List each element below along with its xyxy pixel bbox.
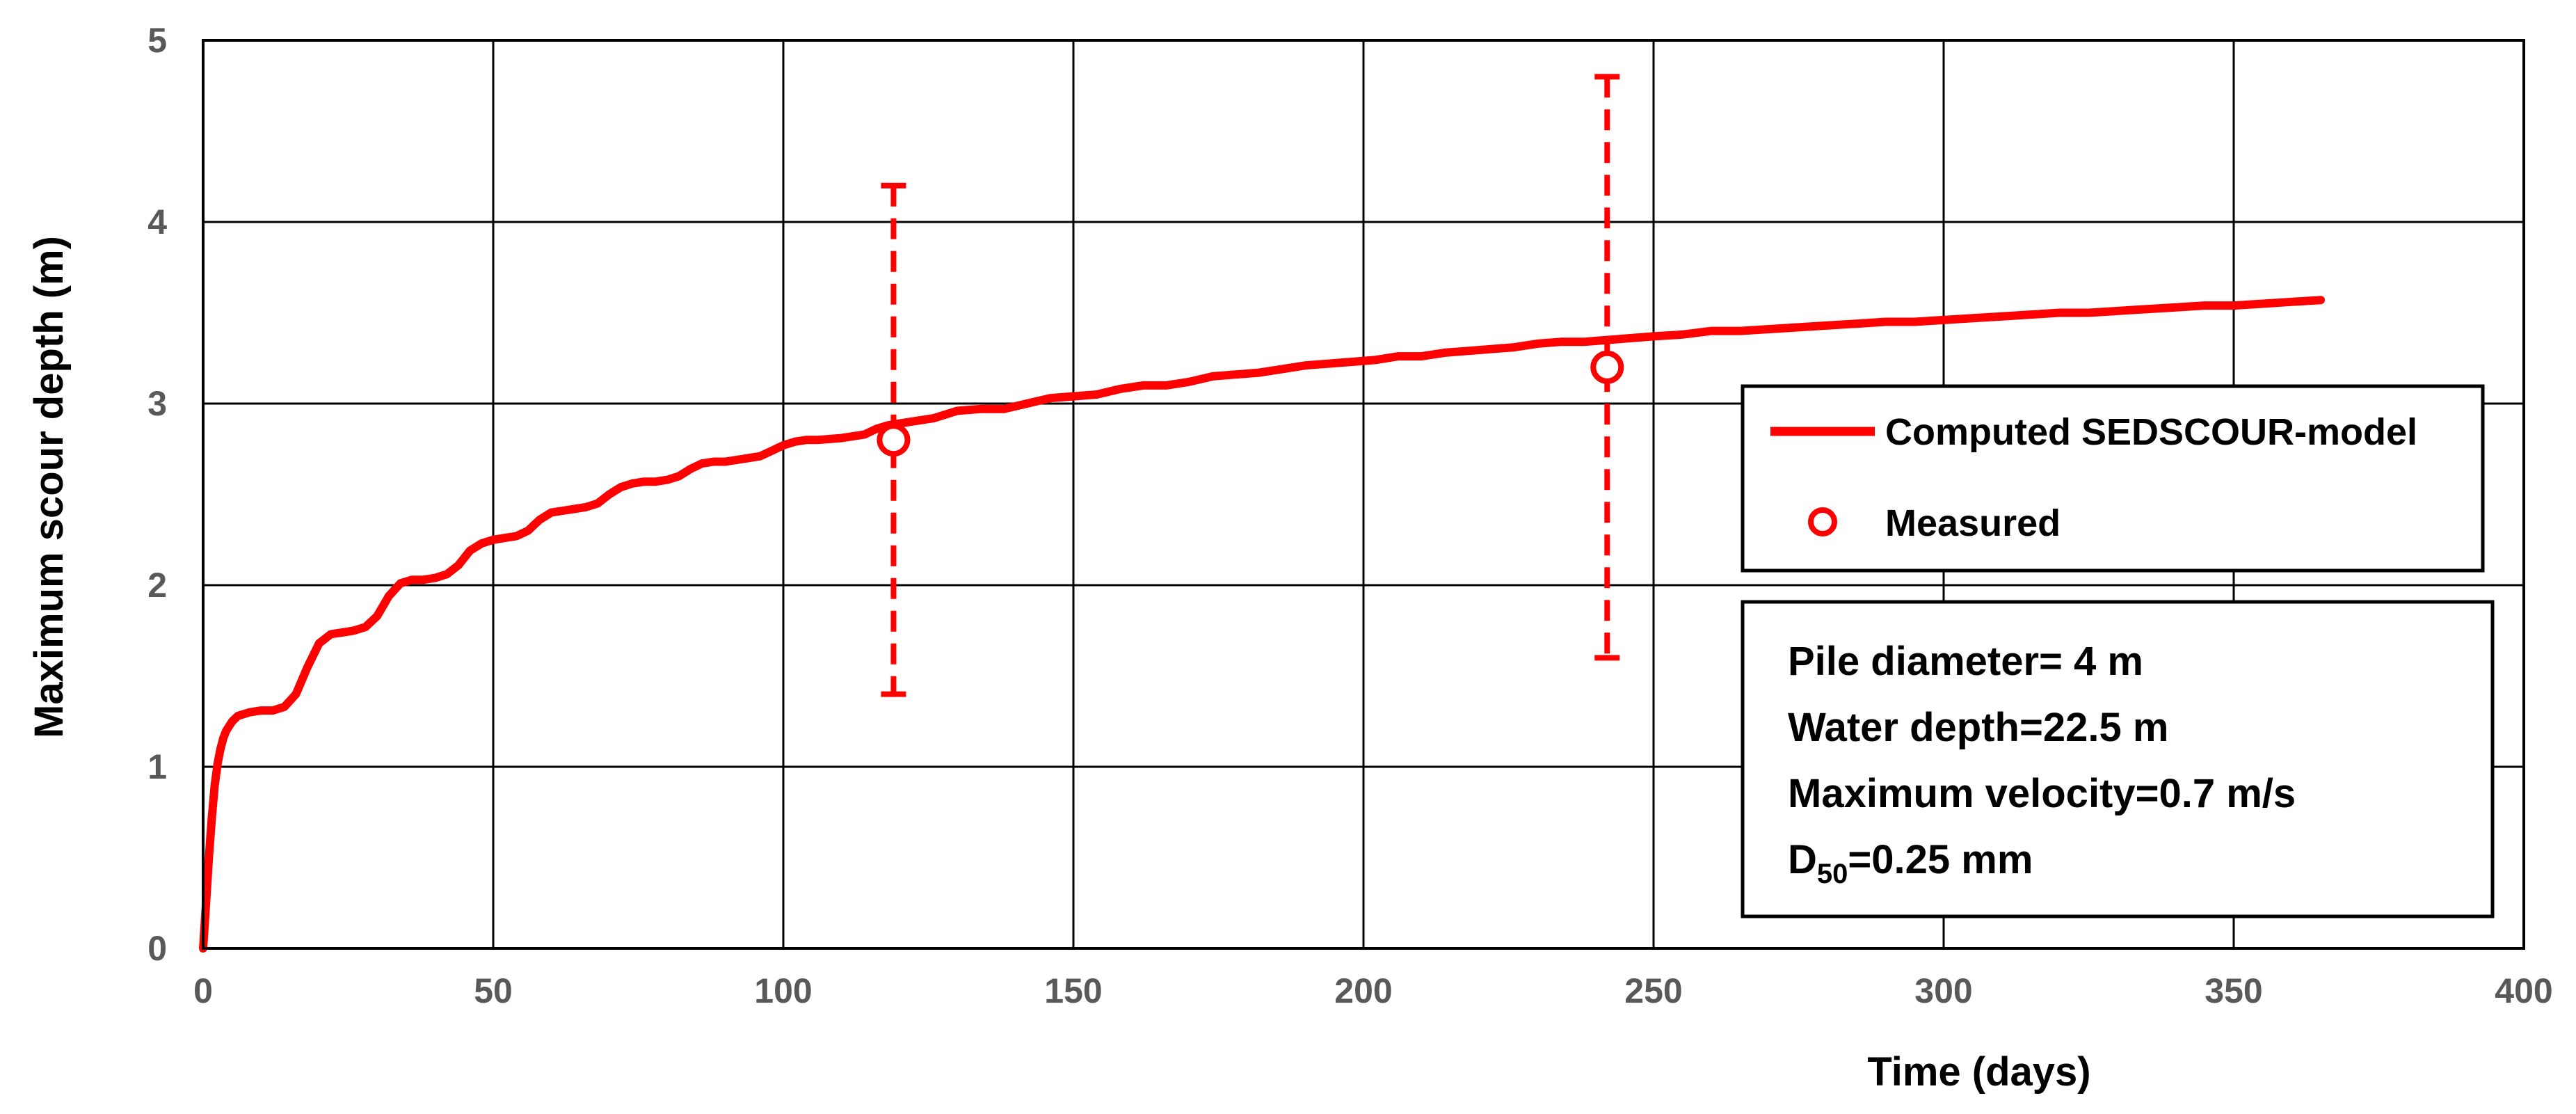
x-tick-label-250: 250: [1624, 971, 1682, 1010]
annotation-pile-diameter: Pile diameter= 4 m: [1788, 639, 2143, 684]
tick-labels: 0 50 100 150 200 250 300 350 400 0 1 2 3 4 5: [147, 21, 2553, 1010]
legend: Computed SEDSCOUR-model Measured: [1741, 384, 2485, 573]
x-tick-label-50: 50: [474, 971, 513, 1010]
annotation-max-velocity: Maximum velocity=0.7 m/s: [1788, 771, 2296, 816]
x-tick-label-300: 300: [1914, 971, 1972, 1010]
annotation-d50-subscript: 50: [1817, 859, 1848, 889]
legend-label-measured: Measured: [1885, 502, 2061, 544]
measured-point-2: [1590, 350, 1624, 384]
parameter-annotation: Pile diameter= 4 m Water depth=22.5 m Ma…: [1741, 600, 2495, 918]
legend-label-computed: Computed SEDSCOUR-model: [1885, 411, 2417, 453]
annotation-d50: D50=0.25 mm: [1788, 837, 2033, 889]
y-tick-label-0: 0: [147, 929, 167, 968]
x-tick-label-150: 150: [1044, 971, 1102, 1010]
x-tick-label-350: 350: [2205, 971, 2262, 1010]
x-tick-label-200: 200: [1334, 971, 1392, 1010]
series-layer: [199, 74, 2326, 953]
x-tick-label-400: 400: [2495, 971, 2552, 1010]
x-axis-title: Time (days): [1867, 1049, 2090, 1095]
annotation-d50-value: =0.25 mm: [1848, 837, 2033, 882]
computed-sedscour-line: [199, 296, 2326, 953]
annotation-water-depth: Water depth=22.5 m: [1788, 705, 2168, 750]
legend-marker-swatch: [1808, 507, 1837, 536]
plot-frame: [202, 39, 2525, 950]
x-tick-label-0: 0: [193, 971, 213, 1010]
legend-box: [1741, 384, 2485, 573]
y-tick-label-5: 5: [147, 21, 167, 60]
annotation-box: [1741, 600, 2495, 918]
y-axis-title: Maximum scour depth (m): [26, 236, 72, 738]
measured-point-1: [877, 423, 911, 457]
y-tick-label-2: 2: [147, 566, 167, 605]
y-tick-label-4: 4: [147, 202, 167, 241]
y-tick-label-3: 3: [147, 384, 167, 423]
annotation-d50-symbol: D: [1788, 837, 1817, 882]
y-tick-label-1: 1: [147, 747, 167, 786]
x-tick-label-100: 100: [754, 971, 812, 1010]
